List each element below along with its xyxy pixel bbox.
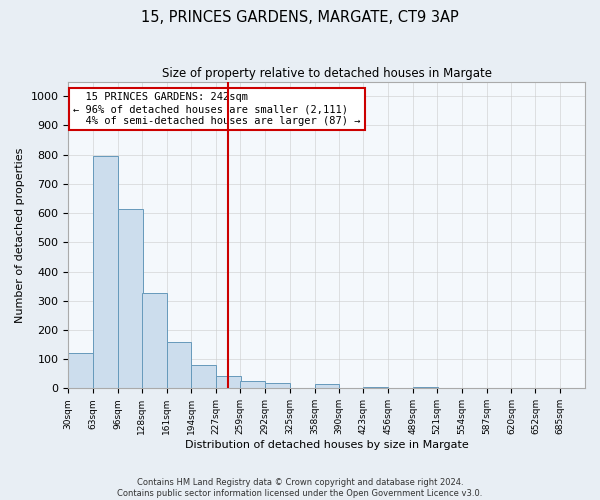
Bar [93,156,118,388]
Bar [68,352,93,388]
Bar [142,292,167,388]
Bar [240,381,265,388]
Bar [167,342,191,388]
Bar [216,376,241,388]
Text: 15, PRINCES GARDENS, MARGATE, CT9 3AP: 15, PRINCES GARDENS, MARGATE, CT9 3AP [141,10,459,25]
Bar [314,384,340,388]
Bar [191,365,216,388]
X-axis label: Distribution of detached houses by size in Margate: Distribution of detached houses by size … [185,440,469,450]
Text: 15 PRINCES GARDENS: 242sqm  
← 96% of detached houses are smaller (2,111)
  4% o: 15 PRINCES GARDENS: 242sqm ← 96% of deta… [73,92,361,126]
Title: Size of property relative to detached houses in Margate: Size of property relative to detached ho… [161,68,491,80]
Bar [118,208,143,388]
Bar [265,382,290,388]
Y-axis label: Number of detached properties: Number of detached properties [15,148,25,322]
Bar [364,387,388,388]
Text: Contains HM Land Registry data © Crown copyright and database right 2024.
Contai: Contains HM Land Registry data © Crown c… [118,478,482,498]
